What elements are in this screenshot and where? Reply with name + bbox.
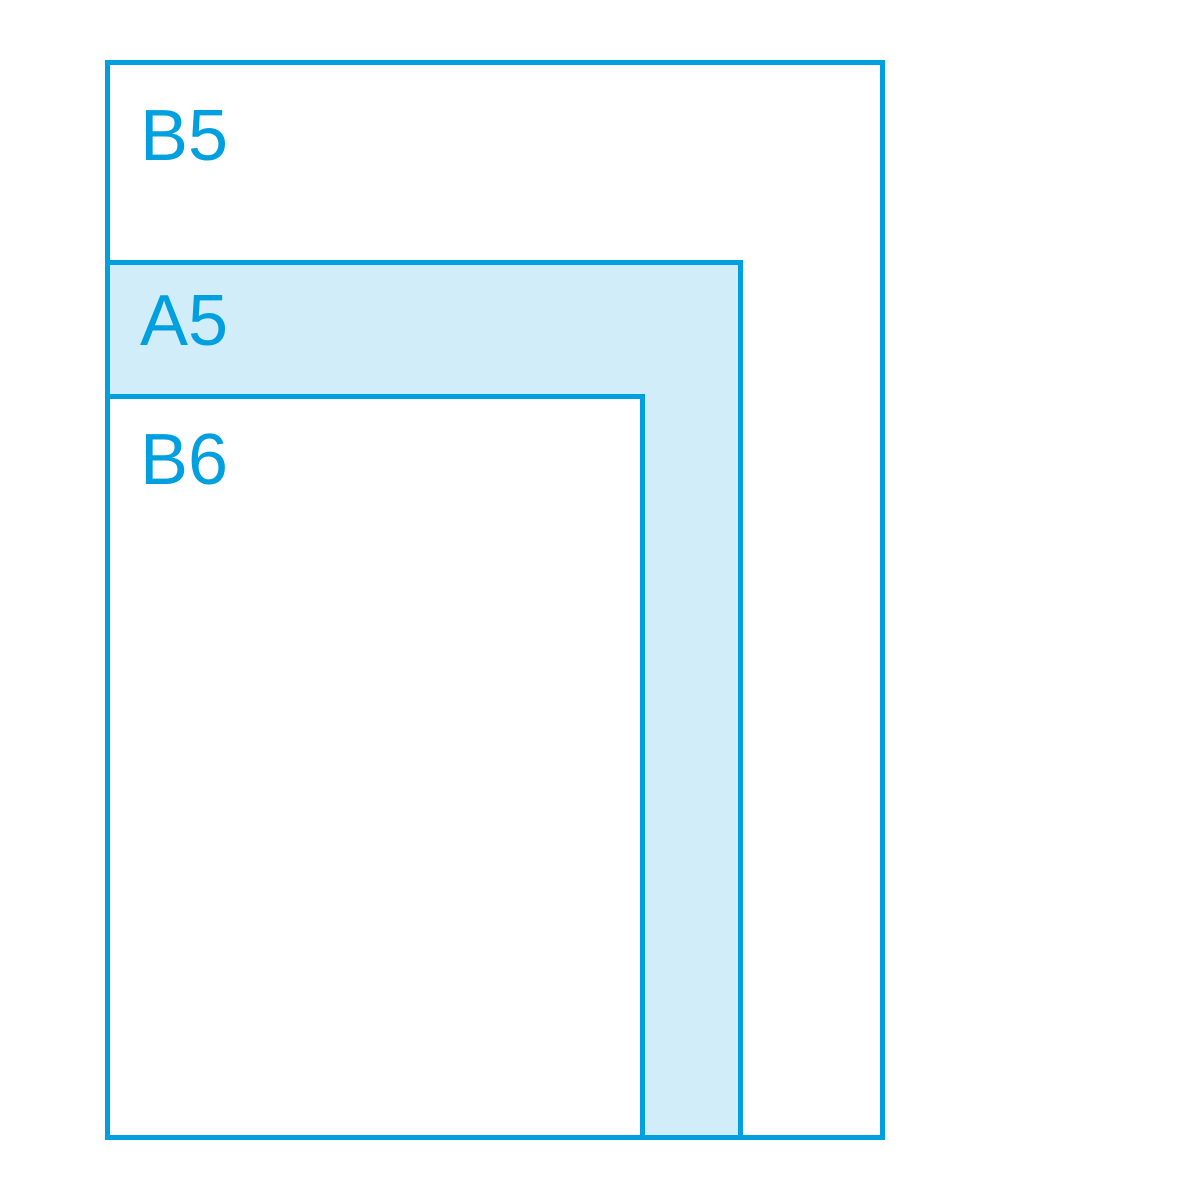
paper-size-diagram: B5 A5 B6: [0, 0, 1200, 1200]
paper-label-b6: B6: [140, 424, 228, 496]
paper-rect-b6: B6: [105, 394, 645, 1140]
paper-label-a5: A5: [140, 285, 228, 357]
paper-label-b5: B5: [140, 100, 228, 172]
